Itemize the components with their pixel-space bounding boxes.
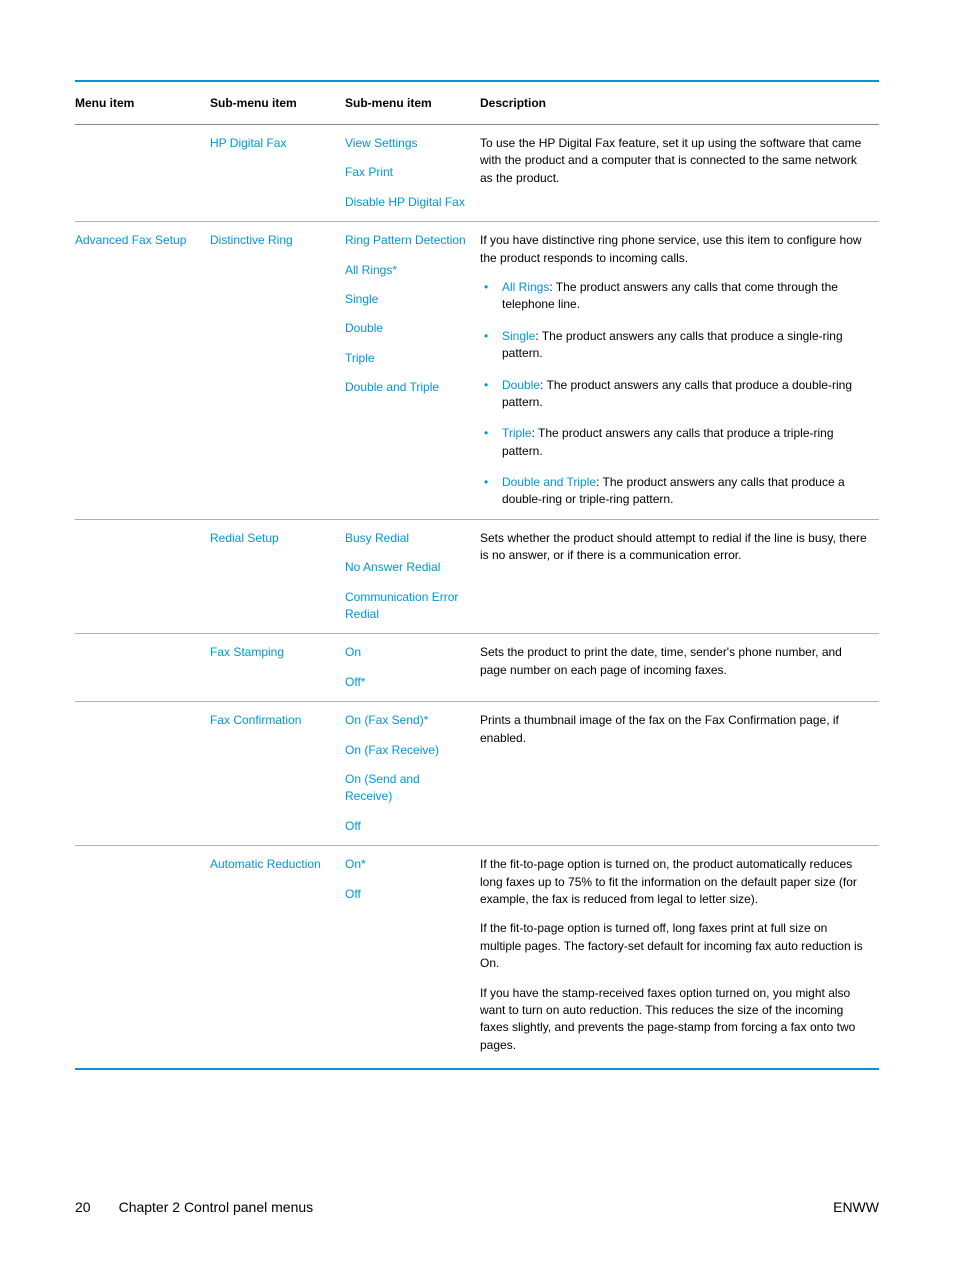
col-header-desc: Description	[480, 81, 879, 125]
sub2-item: Fax Print	[345, 164, 468, 181]
sub2-item: No Answer Redial	[345, 559, 468, 576]
bullet-item: Double and Triple: The product answers a…	[480, 474, 867, 509]
bullet-item: Double: The product answers any calls th…	[480, 377, 867, 412]
table-row: HP Digital Fax View Settings Fax Print D…	[75, 125, 879, 222]
sub2-item: On (Fax Receive)	[345, 742, 468, 759]
col-header-menu: Menu item	[75, 81, 210, 125]
lang-code: ENWW	[833, 1199, 879, 1215]
sub1-distinctive-ring: Distinctive Ring	[210, 233, 293, 247]
desc-text: If the fit-to-page option is turned on, …	[480, 856, 867, 908]
sub2-item: Disable HP Digital Fax	[345, 194, 468, 211]
sub2-item: Ring Pattern Detection	[345, 232, 468, 249]
sub2-item: View Settings	[345, 135, 468, 152]
bullet-item: Single: The product answers any calls th…	[480, 328, 867, 363]
bullet-item: All Rings: The product answers any calls…	[480, 279, 867, 314]
table-header-row: Menu item Sub-menu item Sub-menu item De…	[75, 81, 879, 125]
sub1-fax-stamping: Fax Stamping	[210, 645, 284, 659]
desc-text: If the fit-to-page option is turned off,…	[480, 920, 867, 972]
sub2-item: Single	[345, 291, 468, 308]
desc-text: To use the HP Digital Fax feature, set i…	[480, 135, 867, 187]
desc-text: If you have distinctive ring phone servi…	[480, 232, 867, 267]
sub1-redial-setup: Redial Setup	[210, 531, 279, 545]
sub2-item: Busy Redial	[345, 530, 468, 547]
sub1-hp-digital-fax: HP Digital Fax	[210, 136, 286, 150]
sub2-item: Double and Triple	[345, 379, 468, 396]
desc-text: If you have the stamp-received faxes opt…	[480, 985, 867, 1055]
page-footer: 20 Chapter 2 Control panel menus ENWW	[75, 1199, 879, 1215]
page-number: 20	[75, 1199, 91, 1215]
menu-advanced-fax-setup: Advanced Fax Setup	[75, 233, 186, 247]
sub1-automatic-reduction: Automatic Reduction	[210, 857, 321, 871]
sub2-item: Off	[345, 886, 468, 903]
sub2-item: On (Fax Send)*	[345, 712, 468, 729]
sub2-item: Double	[345, 320, 468, 337]
page-content: Menu item Sub-menu item Sub-menu item De…	[75, 80, 879, 1070]
table-row: Advanced Fax Setup Distinctive Ring Ring…	[75, 222, 879, 520]
bullet-item: Triple: The product answers any calls th…	[480, 425, 867, 460]
sub2-item: On (Send and Receive)	[345, 771, 468, 806]
table-row: Fax Confirmation On (Fax Send)* On (Fax …	[75, 702, 879, 846]
desc-text: Sets the product to print the date, time…	[480, 644, 867, 679]
sub2-item: Off*	[345, 674, 468, 691]
sub2-item: All Rings*	[345, 262, 468, 279]
sub1-fax-confirmation: Fax Confirmation	[210, 713, 301, 727]
chapter-title: Chapter 2 Control panel menus	[119, 1199, 314, 1215]
table-row: Fax Stamping On Off* Sets the product to…	[75, 634, 879, 702]
col-header-sub1: Sub-menu item	[210, 81, 345, 125]
menu-table: Menu item Sub-menu item Sub-menu item De…	[75, 80, 879, 1070]
desc-text: Sets whether the product should attempt …	[480, 530, 867, 565]
table-row: Automatic Reduction On* Off If the fit-t…	[75, 846, 879, 1069]
sub2-item: Communication Error Redial	[345, 589, 468, 624]
bullet-list: All Rings: The product answers any calls…	[480, 279, 867, 509]
sub2-item: On*	[345, 856, 468, 873]
table-row: Redial Setup Busy Redial No Answer Redia…	[75, 519, 879, 634]
sub2-item: Triple	[345, 350, 468, 367]
sub2-item: On	[345, 644, 468, 661]
sub2-item: Off	[345, 818, 468, 835]
col-header-sub2: Sub-menu item	[345, 81, 480, 125]
desc-text: Prints a thumbnail image of the fax on t…	[480, 712, 867, 747]
